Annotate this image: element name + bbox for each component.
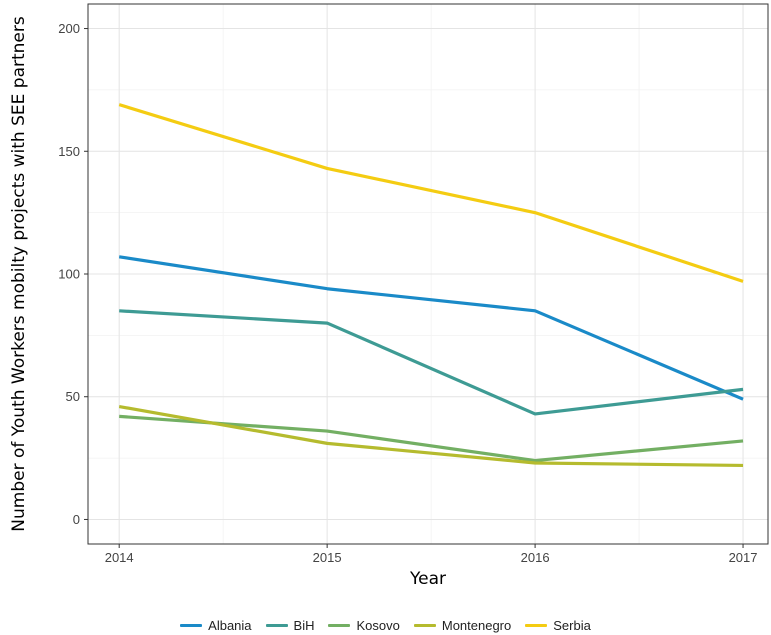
legend-item-kosovo: Kosovo — [328, 617, 400, 633]
legend-swatch — [180, 623, 203, 627]
legend-item-bih: BiH — [265, 617, 315, 633]
legend-item-montenegro: Montenegro — [413, 617, 512, 633]
series-lines — [118, 103, 744, 468]
legend-label: Albania — [208, 617, 252, 633]
series-line-montenegro — [118, 404, 744, 468]
legend-label: Serbia — [553, 617, 591, 633]
series-line-serbia — [118, 103, 744, 283]
legend-item-albania: Albania — [180, 617, 252, 633]
legend-swatch — [525, 623, 548, 627]
line-chart: 0 50 100 150 200 2014 2015 2016 2017 Year Numbe… — [9, 3, 769, 589]
series-line-albania — [118, 255, 744, 401]
y-tick-label: 100 — [58, 267, 80, 282]
legend-swatch — [328, 623, 351, 627]
x-tick-label: 2016 — [521, 550, 550, 565]
y-axis-title: Number of Youth Workers mobilty projects… — [9, 16, 29, 532]
y-tick-label: 150 — [58, 144, 80, 159]
series-line-bih — [119, 309, 744, 416]
legend-label: Montenegro — [441, 617, 512, 633]
x-axis-ticks: 2014 2015 2016 2017 — [105, 544, 758, 565]
y-axis-ticks: 0 50 100 150 200 — [58, 21, 88, 527]
legend: Albania BiH Kosovo Montenegro Serbia — [0, 615, 771, 635]
x-tick-label: 2014 — [105, 550, 134, 565]
y-tick-label: 0 — [73, 512, 80, 527]
legend-swatch — [413, 623, 436, 627]
legend-label: BiH — [293, 617, 315, 633]
y-tick-label: 200 — [58, 21, 80, 36]
legend-swatch — [265, 623, 288, 627]
y-tick-label: 50 — [66, 389, 80, 404]
legend-item-serbia: Serbia — [525, 618, 591, 633]
x-axis-title: Year — [409, 569, 446, 589]
legend-label: Kosovo — [356, 617, 400, 633]
x-tick-label: 2017 — [729, 550, 758, 565]
x-tick-label: 2015 — [313, 550, 342, 565]
